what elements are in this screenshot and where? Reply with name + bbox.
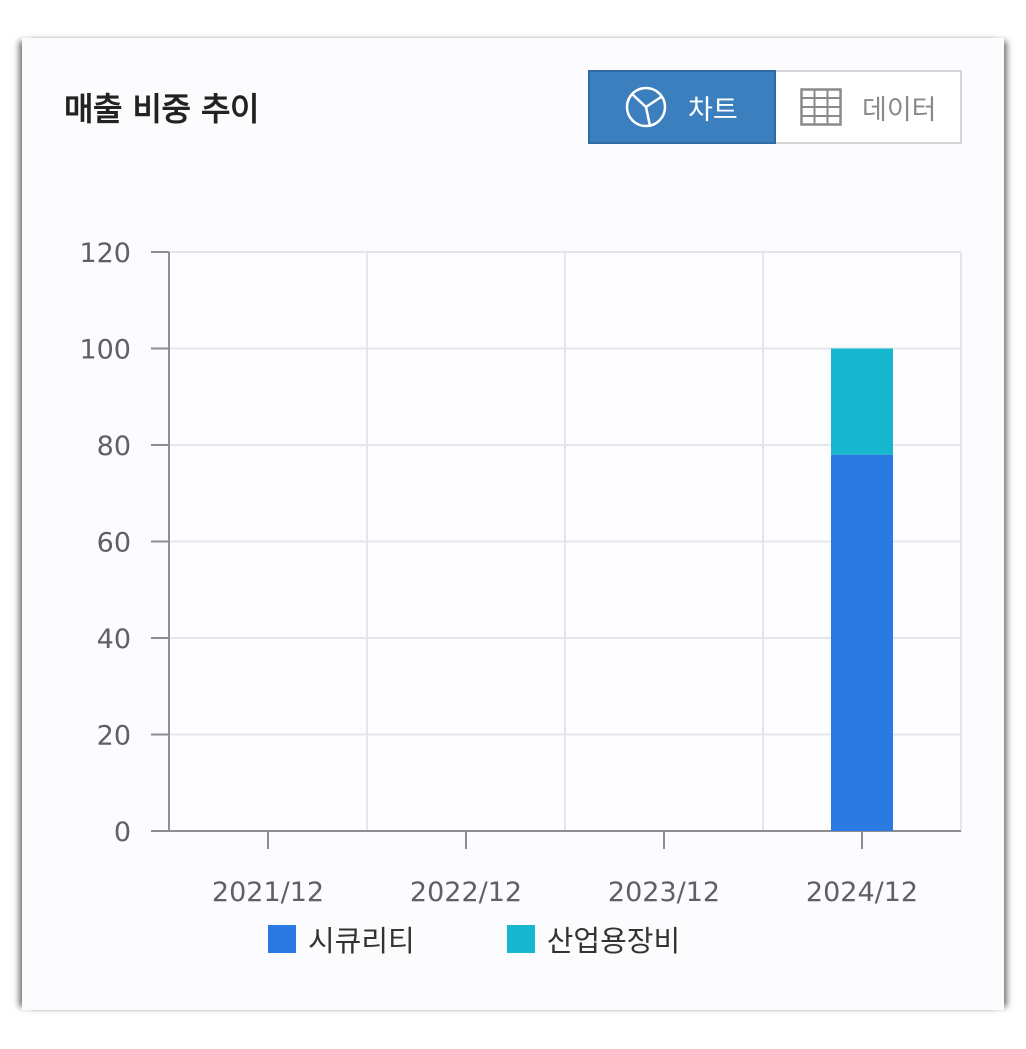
- x-tick-label: 2024/12: [806, 877, 918, 908]
- pie-chart-icon: [624, 85, 668, 129]
- view-toggle: 차트 데이터: [588, 70, 962, 144]
- chart-view-label: 차트: [688, 94, 738, 126]
- legend-swatch: [268, 925, 296, 953]
- y-tick-label: 120: [79, 238, 131, 269]
- chart-view-button[interactable]: 차트: [588, 70, 776, 144]
- y-tick-label: 80: [97, 431, 131, 462]
- legend-item[interactable]: 시큐리티: [268, 918, 415, 960]
- legend-item[interactable]: 산업용장비: [506, 918, 681, 960]
- y-tick-label: 100: [79, 335, 131, 366]
- page-title: 매출 비중 추이: [64, 90, 259, 128]
- y-tick-label: 40: [97, 624, 131, 655]
- legend-label: 산업용장비: [546, 924, 681, 958]
- y-tick-label: 60: [97, 528, 131, 559]
- data-view-label: 데이터: [862, 94, 937, 126]
- x-tick-label: 2022/12: [410, 877, 522, 908]
- bar-segment: [831, 454, 893, 831]
- x-tick-label: 2021/12: [212, 877, 324, 908]
- y-tick-label: 20: [97, 721, 131, 752]
- legend-swatch: [506, 925, 535, 953]
- legend-label: 시큐리티: [308, 924, 415, 958]
- y-tick-label: 0: [114, 817, 131, 848]
- bar-segment: [831, 348, 893, 455]
- table-icon: [800, 88, 842, 126]
- data-view-button[interactable]: 데이터: [776, 70, 962, 144]
- x-tick-label: 2023/12: [608, 877, 720, 908]
- chart-legend: 시큐리티 산업용장비: [268, 918, 772, 960]
